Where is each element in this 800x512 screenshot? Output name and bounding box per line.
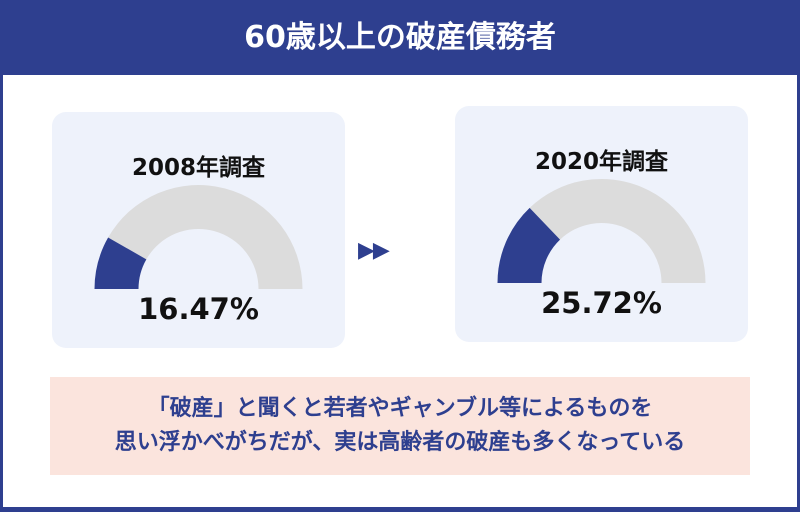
gauge-label: 2020年調査: [534, 149, 668, 175]
gauge-track: [108, 184, 303, 289]
double-arrow-icon: ▶▶: [358, 238, 390, 263]
gauge-track: [529, 179, 706, 283]
note-line-2: 思い浮かべがちだが、実は高齢者の破産も多くなっている: [114, 430, 686, 455]
gauge-value: 16.47%: [138, 292, 259, 326]
gauge-label: 2008年調査: [131, 155, 265, 181]
gauge-card-2008: 2008年調査 16.47%: [52, 112, 345, 348]
gauge-card-2020: 2020年調査 25.72%: [455, 106, 748, 342]
note-box: 「破産」と聞くと若者やギャンブル等によるものを 思い浮かべがちだが、実は高齢者の…: [50, 377, 750, 475]
gauge-value: 25.72%: [541, 286, 662, 320]
gauge-fill: [94, 237, 147, 289]
gauge-fill: [497, 207, 561, 283]
gauge-2020: [497, 179, 706, 283]
page-title: 60歳以上の破産債務者: [244, 20, 556, 55]
note-line-1: 「破産」と聞くと若者やギャンブル等によるものを: [147, 396, 653, 421]
gauge-2008: [94, 184, 303, 289]
